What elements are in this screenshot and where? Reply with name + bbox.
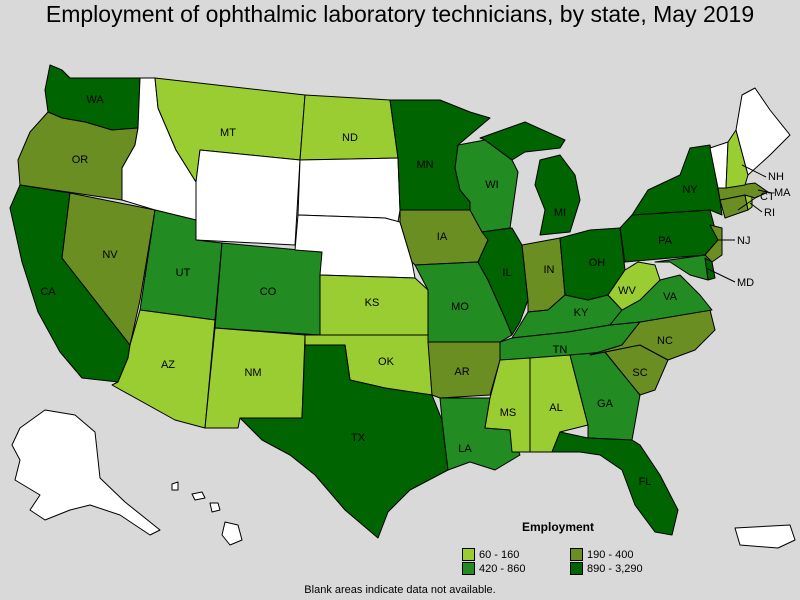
label-wa: WA bbox=[86, 94, 104, 106]
label-ri: RI bbox=[764, 207, 775, 219]
state-mi[interactable] bbox=[479, 121, 581, 236]
state-az[interactable] bbox=[111, 309, 216, 429]
label-nv: NV bbox=[102, 249, 118, 261]
label-sc: SC bbox=[632, 367, 647, 379]
label-mt: MT bbox=[220, 127, 236, 139]
label-ms: MS bbox=[500, 407, 517, 419]
label-nj: NJ bbox=[737, 235, 750, 247]
legend-item: 890 - 3,290 bbox=[570, 562, 643, 575]
state-ak[interactable] bbox=[11, 409, 161, 536]
label-ct: CT bbox=[760, 191, 775, 203]
legend-title: Employment bbox=[522, 520, 595, 534]
legend-swatch bbox=[570, 548, 583, 561]
label-tn: TN bbox=[553, 344, 568, 356]
label-nm: NM bbox=[244, 367, 261, 379]
legend-swatch bbox=[462, 562, 475, 575]
label-il: IL bbox=[502, 267, 511, 279]
label-va: VA bbox=[663, 291, 678, 303]
label-ut: UT bbox=[176, 267, 191, 279]
label-in: IN bbox=[544, 264, 555, 276]
label-ma: MA bbox=[774, 187, 791, 199]
legend-label: 190 - 400 bbox=[587, 548, 634, 561]
legend-label: 890 - 3,290 bbox=[587, 562, 643, 575]
label-co: CO bbox=[260, 286, 277, 298]
map-title: Employment of ophthalmic laboratory tech… bbox=[45, 1, 755, 27]
label-ks: KS bbox=[365, 297, 380, 309]
label-ok: OK bbox=[378, 356, 395, 368]
label-ny: NY bbox=[682, 184, 698, 196]
label-wv: WV bbox=[618, 285, 636, 297]
legend-item: 190 - 400 bbox=[570, 548, 633, 561]
label-la: LA bbox=[458, 443, 472, 455]
state-ny[interactable] bbox=[631, 144, 723, 216]
legend-label: 60 - 160 bbox=[479, 548, 520, 561]
legend-item: 420 - 860 bbox=[462, 562, 525, 575]
state-fl[interactable] bbox=[551, 431, 679, 536]
label-az: AZ bbox=[161, 359, 175, 371]
label-nh: NH bbox=[768, 171, 784, 183]
state-wy[interactable] bbox=[195, 149, 301, 246]
label-ia: IA bbox=[437, 231, 448, 243]
label-ga: GA bbox=[597, 398, 614, 410]
legend-swatch bbox=[462, 548, 475, 561]
label-wi: WI bbox=[485, 179, 498, 191]
state-il[interactable] bbox=[477, 227, 529, 336]
state-tx[interactable] bbox=[239, 344, 449, 539]
label-nd: ND bbox=[342, 132, 358, 144]
label-nc: NC bbox=[657, 335, 673, 347]
label-oh: OH bbox=[589, 257, 606, 269]
state-me[interactable] bbox=[735, 87, 791, 176]
label-md: MD bbox=[737, 277, 754, 289]
label-or: OR bbox=[72, 154, 89, 166]
label-mo: MO bbox=[451, 301, 469, 313]
state-wv[interactable] bbox=[607, 261, 661, 311]
state-de[interactable] bbox=[704, 257, 716, 281]
label-ky: KY bbox=[574, 307, 589, 319]
label-al: AL bbox=[549, 402, 562, 414]
label-mn: MN bbox=[416, 159, 433, 171]
label-tx: TX bbox=[351, 432, 366, 444]
label-fl: FL bbox=[639, 476, 652, 488]
state-hi[interactable] bbox=[171, 481, 243, 546]
label-ar: AR bbox=[454, 366, 469, 378]
state-nd[interactable] bbox=[299, 94, 399, 161]
legend-swatch bbox=[570, 562, 583, 575]
legend-item: 60 - 160 bbox=[462, 548, 519, 561]
footnote: Blank areas indicate data not available. bbox=[304, 584, 496, 596]
label-mi: MI bbox=[554, 207, 566, 219]
label-pa: PA bbox=[658, 235, 673, 247]
territory-pr[interactable] bbox=[734, 524, 796, 549]
state-nv[interactable] bbox=[61, 192, 156, 346]
label-ca: CA bbox=[40, 286, 56, 298]
state-nh[interactable] bbox=[725, 129, 749, 189]
legend-label: 420 - 860 bbox=[479, 562, 526, 575]
state-sd[interactable] bbox=[297, 157, 401, 223]
